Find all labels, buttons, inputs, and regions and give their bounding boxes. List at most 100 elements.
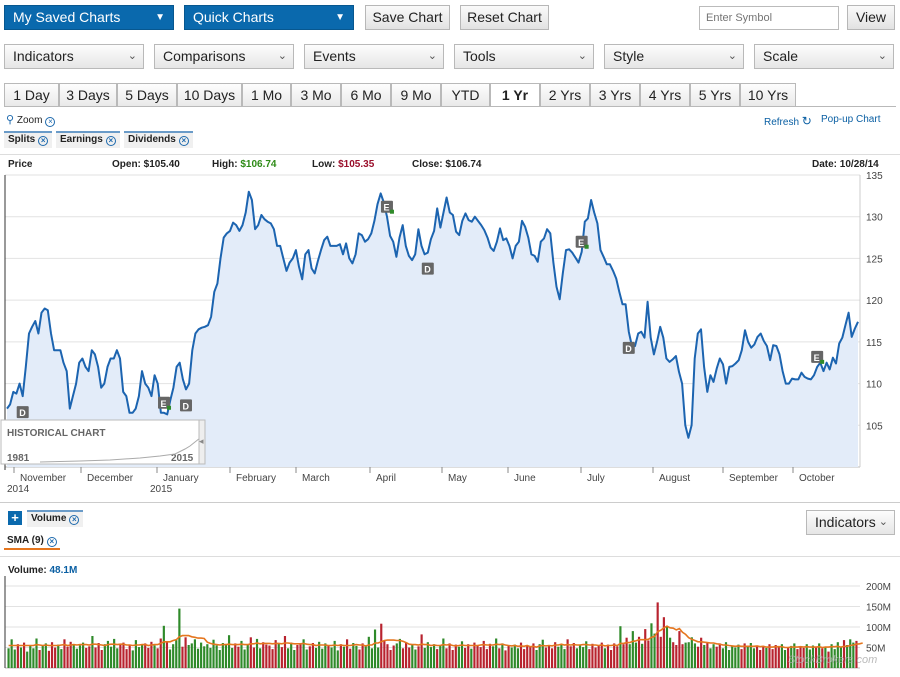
event-markers[interactable]: D E D E D E D E bbox=[16, 200, 825, 419]
sma-tag[interactable]: SMA (9) × bbox=[4, 534, 60, 550]
dividend-marker[interactable]: D bbox=[622, 341, 635, 354]
symbol-input[interactable] bbox=[699, 6, 839, 30]
tab-1-yr[interactable]: 1 Yr bbox=[490, 83, 540, 107]
volume-bar bbox=[749, 643, 752, 668]
refresh-icon: ↻ bbox=[801, 114, 812, 128]
volume-bar bbox=[187, 645, 190, 668]
handle-arrow-icon: ◂ bbox=[199, 436, 204, 446]
volume-bar bbox=[119, 643, 122, 668]
volume-bar bbox=[370, 648, 374, 668]
tab-5-yrs[interactable]: 5 Yrs bbox=[690, 83, 740, 107]
event-marker-box bbox=[421, 262, 434, 275]
volume-bar bbox=[358, 649, 361, 668]
volume-bar bbox=[606, 644, 610, 668]
quick-charts-dropdown[interactable]: Quick Charts ▼ bbox=[184, 5, 354, 30]
volume-bar bbox=[352, 643, 355, 668]
volume-bar bbox=[684, 642, 687, 668]
tab-5-days[interactable]: 5 Days bbox=[117, 83, 177, 107]
tab-2-yrs[interactable]: 2 Yrs bbox=[540, 83, 590, 107]
earnings-tag[interactable]: Earnings × bbox=[56, 131, 120, 148]
volume-bar bbox=[221, 643, 224, 668]
volume-bar bbox=[227, 635, 231, 668]
indicators-menu[interactable]: Indicators ⌄ bbox=[4, 44, 144, 69]
dividend-marker[interactable]: D bbox=[179, 399, 192, 412]
earnings-marker[interactable]: E bbox=[575, 235, 589, 249]
close-icon[interactable]: × bbox=[46, 537, 57, 547]
volume-bar bbox=[768, 644, 771, 668]
dividend-marker[interactable]: D bbox=[16, 406, 29, 419]
reset-chart-button[interactable]: Reset Chart bbox=[460, 5, 549, 30]
volume-bars bbox=[7, 602, 858, 669]
scale-menu[interactable]: Scale ⌄ bbox=[754, 44, 894, 69]
splits-tag[interactable]: Splits × bbox=[4, 131, 53, 148]
close-icon[interactable]: × bbox=[38, 136, 49, 146]
volume-bar bbox=[168, 649, 172, 668]
historical-chart-navigator[interactable]: HISTORICAL CHART 1981 2015 ◂ bbox=[0, 419, 206, 465]
tab-3-yrs[interactable]: 3 Yrs bbox=[590, 83, 640, 107]
chevron-down-icon: ⌄ bbox=[878, 516, 888, 528]
events-menu[interactable]: Events ⌄ bbox=[304, 44, 444, 69]
earnings-marker[interactable]: E bbox=[380, 200, 394, 214]
volume-bar bbox=[516, 648, 519, 668]
tab-3-mo[interactable]: 3 Mo bbox=[291, 83, 341, 107]
volume-bar bbox=[808, 649, 811, 668]
volume-bar bbox=[718, 643, 721, 668]
volume-bar bbox=[330, 647, 333, 668]
volume-bar bbox=[106, 640, 110, 668]
dividend-marker[interactable]: D bbox=[421, 262, 434, 275]
volume-chart[interactable]: 50M 100M 150M 200M StockBrokers.com bbox=[0, 576, 900, 677]
volume-bar bbox=[32, 648, 35, 668]
volume-indicators-dropdown[interactable]: Indicators ⌄ bbox=[806, 510, 895, 535]
view-button[interactable]: View bbox=[847, 5, 895, 30]
volume-bar bbox=[678, 631, 681, 668]
close-icon[interactable]: × bbox=[45, 117, 56, 127]
volume-bar bbox=[405, 642, 408, 668]
volume-bar bbox=[802, 647, 805, 668]
save-chart-button[interactable]: Save Chart bbox=[365, 5, 450, 30]
refresh-link[interactable]: Refresh ↻ bbox=[764, 114, 812, 128]
dividends-tag[interactable]: Dividends × bbox=[124, 131, 193, 148]
volume-bar bbox=[150, 641, 153, 668]
volume-bar bbox=[594, 647, 597, 668]
volume-bar bbox=[224, 644, 228, 668]
close-icon[interactable]: × bbox=[178, 136, 189, 146]
tools-menu[interactable]: Tools ⌄ bbox=[454, 44, 594, 69]
low-value: Low: $105.35 bbox=[312, 159, 375, 170]
tab-1-day[interactable]: 1 Day bbox=[4, 83, 59, 107]
tab-1-mo[interactable]: 1 Mo bbox=[242, 83, 291, 107]
price-chart[interactable]: 105 110 115 120 125 130 135 November December Ja… bbox=[0, 170, 900, 500]
volume-bar bbox=[153, 645, 156, 668]
volume-tag[interactable]: Volume × bbox=[27, 510, 84, 527]
volume-bar bbox=[82, 642, 85, 668]
volume-bar bbox=[650, 623, 653, 668]
tab-9-mo[interactable]: 9 Mo bbox=[391, 83, 441, 107]
volume-bar bbox=[302, 639, 305, 668]
style-menu[interactable]: Style ⌄ bbox=[604, 44, 744, 69]
volume-bar bbox=[706, 642, 709, 668]
my-saved-charts-dropdown[interactable]: My Saved Charts ▼ bbox=[4, 5, 174, 30]
tab-6-mo[interactable]: 6 Mo bbox=[341, 83, 391, 107]
tab-10-yrs[interactable]: 10 Yrs bbox=[740, 83, 796, 107]
volume-bar bbox=[526, 645, 529, 668]
popup-chart-link[interactable]: Pop-up Chart bbox=[821, 114, 881, 125]
close-icon[interactable]: × bbox=[69, 515, 80, 525]
earnings-marker[interactable]: E bbox=[158, 396, 172, 410]
historical-handle[interactable] bbox=[198, 419, 206, 465]
add-indicator-button[interactable]: + bbox=[8, 511, 22, 525]
volume-bar bbox=[336, 650, 339, 668]
comparisons-menu[interactable]: Comparisons ⌄ bbox=[154, 44, 294, 69]
tab-4-yrs[interactable]: 4 Yrs bbox=[640, 83, 690, 107]
volume-bar bbox=[846, 645, 849, 668]
tab-3-days[interactable]: 3 Days bbox=[59, 83, 117, 107]
volume-bar bbox=[852, 642, 855, 668]
earnings-marker[interactable]: E bbox=[811, 350, 825, 364]
tab-10-days[interactable]: 10 Days bbox=[177, 83, 242, 107]
volume-y-tick-label: 200M bbox=[866, 582, 891, 593]
volume-bar bbox=[252, 647, 255, 668]
date-value: Date: 10/28/14 bbox=[812, 159, 879, 170]
volume-bar bbox=[523, 649, 526, 668]
zoom-control[interactable]: ⚲ Zoom × bbox=[6, 113, 56, 127]
tab-ytd[interactable]: YTD bbox=[441, 83, 490, 107]
volume-bar bbox=[532, 643, 535, 668]
close-icon[interactable]: × bbox=[105, 136, 116, 146]
